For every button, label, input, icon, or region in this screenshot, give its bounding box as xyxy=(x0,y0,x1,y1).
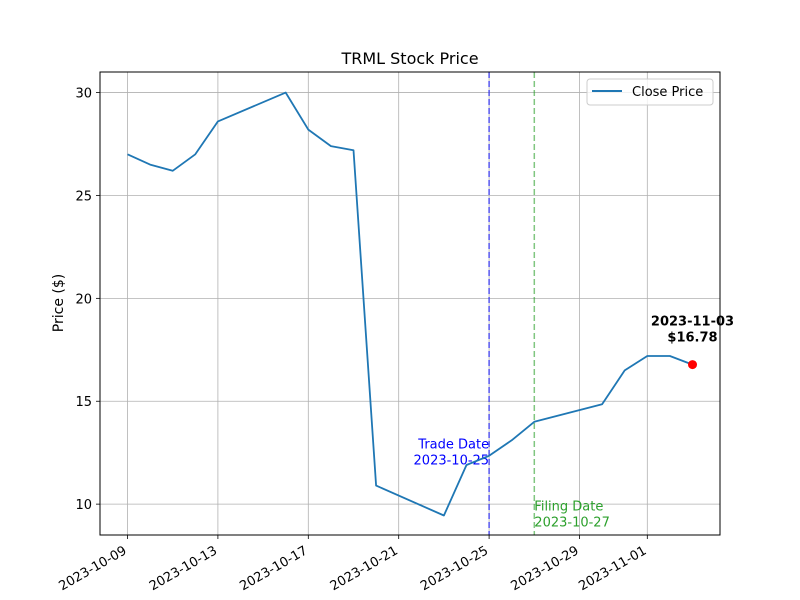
last-price-marker xyxy=(688,360,698,370)
grid xyxy=(100,72,720,535)
last-price-date-label: 2023-11-03 xyxy=(651,315,734,330)
y-tick-label: 10 xyxy=(75,498,92,513)
series-line-close-price xyxy=(127,91,693,517)
legend-label: Close Price xyxy=(632,85,703,100)
annotations: 2023-11-03$16.78 xyxy=(651,315,734,370)
series-lines xyxy=(127,91,693,517)
y-tick-label: 15 xyxy=(75,395,92,410)
y-axis-ticks: 10 15 20 25 30 xyxy=(75,87,100,513)
filing-date-value: 2023-10-27 xyxy=(534,515,610,530)
last-price-value-label: $16.78 xyxy=(667,331,717,346)
legend-box xyxy=(586,78,714,106)
y-tick-label: 20 xyxy=(75,292,92,307)
trade-date-value: 2023-10-25 xyxy=(414,454,490,469)
chart-title: TRML Stock Price xyxy=(340,49,478,68)
y-tick-label: 30 xyxy=(75,87,92,102)
y-tick-label: 25 xyxy=(75,189,92,204)
trade-date-label: Trade Date xyxy=(417,438,489,453)
y-axis-label: Price ($) xyxy=(51,274,67,332)
filing-date-label: Filing Date xyxy=(534,499,603,514)
legend: Close Price xyxy=(586,78,714,106)
plot-frame xyxy=(99,71,721,536)
